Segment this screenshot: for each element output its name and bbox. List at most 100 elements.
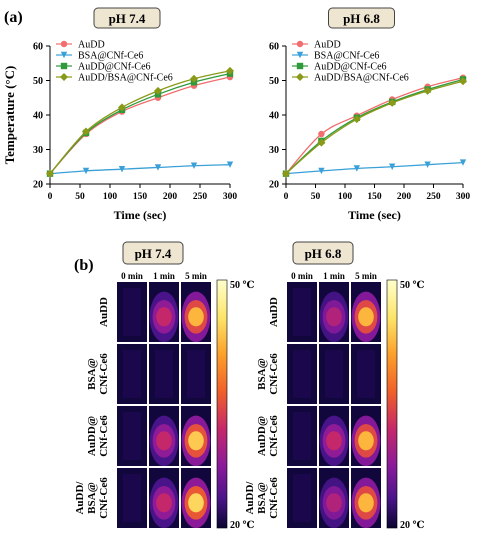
thermal-title: pH 6.8 — [305, 246, 342, 261]
data-point — [154, 86, 162, 95]
y-tick-label: 30 — [33, 145, 43, 156]
data-point — [226, 161, 234, 168]
thermal-title: pH 7.4 — [135, 246, 172, 261]
row-label: AuDD@ — [86, 416, 98, 456]
row-label: CNf-Ce6 — [268, 477, 280, 519]
row-label: CNf-Ce6 — [98, 477, 110, 519]
data-point — [318, 167, 325, 175]
series-line-3 — [285, 80, 464, 175]
data-point — [82, 127, 90, 136]
x-tick-label: 200 — [397, 192, 412, 202]
thermal-core — [156, 307, 172, 327]
x-tick-label: 50 — [311, 192, 321, 202]
x-tick-label: 0 — [48, 192, 53, 202]
data-point — [118, 165, 126, 173]
x-tick-label: 0 — [284, 192, 289, 202]
x-tick-label: 300 — [456, 192, 471, 202]
thermal-vial — [187, 350, 205, 398]
data-point — [353, 165, 360, 172]
chart-ph74: 0 50 100 150 200 250 300 20 30 40 50 60 Time (sec) Te… — [2, 7, 238, 222]
thermal-vial — [123, 474, 141, 522]
column-header: 0 min — [121, 271, 143, 281]
data-point — [318, 130, 325, 138]
legend-label: AuDD@CNf-Ce6 — [78, 62, 151, 73]
thermal-core — [188, 307, 204, 327]
thermal-core — [358, 431, 374, 451]
legend-label: AuDD/BSA@CNf-Ce6 — [314, 73, 409, 84]
x-tick-label: 150 — [367, 192, 382, 202]
x-tick-label: 100 — [338, 192, 353, 202]
column-header: 5 min — [185, 271, 207, 281]
row-label: CNf-Ce6 — [98, 353, 110, 395]
title-box — [328, 7, 395, 29]
panel-label-b: (b) — [74, 257, 94, 274]
thermal-core — [326, 431, 342, 451]
legend-label: AuDD@CNf-Ce6 — [314, 62, 387, 73]
thermal-title-box — [292, 241, 354, 265]
y-tick-label: 30 — [269, 145, 279, 156]
x-axis-label: Time (sec) — [348, 208, 401, 222]
thermal-vial — [123, 288, 141, 336]
data-point — [424, 161, 431, 168]
colorbar-max-label: 50 ℃ — [230, 280, 255, 291]
thermal-core — [326, 493, 342, 513]
thermal-core — [326, 307, 342, 327]
y-tick-label: 50 — [269, 76, 279, 87]
x-tick-label: 50 — [75, 192, 85, 202]
legend-marker — [60, 40, 68, 48]
thermal-vial — [155, 350, 173, 398]
x-tick-label: 100 — [103, 192, 118, 202]
series-line-0 — [49, 76, 231, 175]
row-label: AuDD@ — [256, 416, 268, 456]
thermal-vial — [325, 350, 343, 398]
thermal-vial — [123, 412, 141, 460]
data-point — [190, 162, 198, 169]
data-point — [226, 66, 234, 75]
x-tick-label: 250 — [193, 192, 208, 202]
data-point — [154, 164, 162, 171]
thermal-core — [156, 431, 172, 451]
data-point — [82, 167, 90, 175]
series-line-1 — [49, 164, 231, 175]
column-header: 5 min — [355, 271, 377, 281]
data-point — [459, 77, 467, 86]
series-line-0 — [285, 77, 464, 175]
thermal-vial — [293, 412, 311, 460]
thermal-vial — [123, 350, 141, 398]
data-point — [389, 163, 396, 170]
y-tick-label: 60 — [33, 42, 43, 53]
thermal-core — [188, 431, 204, 451]
row-label: AuDD/ — [244, 481, 256, 515]
legend-label: AuDD — [78, 40, 105, 51]
series-line-3 — [49, 70, 231, 175]
data-point — [118, 103, 126, 112]
column-header: 0 min — [291, 271, 313, 281]
colorbar — [216, 279, 228, 529]
y-tick-label: 60 — [269, 42, 279, 53]
chart-ph68: 0 50 100 150 200 250 300 20 30 40 50 60 Time (sec) pH… — [269, 7, 471, 222]
series-line-2 — [49, 72, 231, 175]
row-label: BSA@ — [86, 482, 98, 514]
colorbar-min-label: 20 ℃ — [400, 520, 425, 531]
y-tick-label: 40 — [33, 111, 43, 122]
chart-title: pH 6.8 — [343, 11, 380, 26]
colorbar — [386, 279, 398, 529]
legend-marker — [60, 51, 68, 59]
series-line-2 — [285, 78, 464, 175]
thermal-vial — [293, 288, 311, 336]
title-box — [93, 7, 161, 29]
legend-marker — [60, 73, 68, 81]
data-point — [459, 159, 467, 166]
data-point — [190, 74, 198, 83]
legend-marker — [60, 62, 68, 70]
y-axis-label: Temperature (°C) — [2, 66, 17, 165]
x-tick-label: 300 — [223, 192, 238, 202]
row-label: BSA@ — [256, 482, 268, 514]
row-label: AuDD — [268, 297, 280, 327]
data-point — [46, 169, 54, 178]
row-label: BSA@ — [86, 358, 98, 390]
row-label: CNf-Ce6 — [98, 415, 110, 457]
